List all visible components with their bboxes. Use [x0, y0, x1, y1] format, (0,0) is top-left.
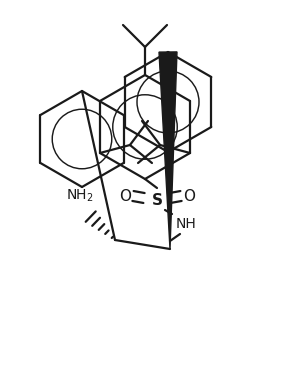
Text: O: O — [183, 189, 195, 203]
Text: NH: NH — [176, 217, 196, 231]
Text: S: S — [151, 192, 162, 207]
Text: O: O — [119, 189, 131, 203]
Polygon shape — [159, 52, 177, 249]
Text: NH$_2$: NH$_2$ — [66, 188, 94, 204]
